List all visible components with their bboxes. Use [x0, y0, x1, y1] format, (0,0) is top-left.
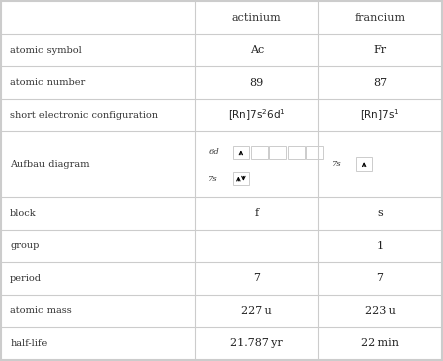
FancyBboxPatch shape: [288, 145, 305, 159]
FancyBboxPatch shape: [233, 145, 249, 159]
FancyBboxPatch shape: [233, 172, 249, 186]
Text: half-life: half-life: [10, 339, 47, 348]
Text: 87: 87: [373, 78, 387, 88]
Text: 22 min: 22 min: [361, 338, 399, 348]
Text: 6d: 6d: [208, 148, 219, 156]
Text: francium: francium: [354, 13, 405, 23]
Text: f: f: [255, 208, 259, 218]
Text: 227 u: 227 u: [241, 306, 272, 316]
Text: Aufbau diagram: Aufbau diagram: [10, 160, 89, 169]
Text: 223 u: 223 u: [365, 306, 396, 316]
Text: $\rm [Rn]7s^{2}6d^{1}$: $\rm [Rn]7s^{2}6d^{1}$: [228, 108, 286, 123]
Text: 89: 89: [249, 78, 264, 88]
FancyBboxPatch shape: [251, 145, 268, 159]
Text: period: period: [10, 274, 42, 283]
Text: 7: 7: [253, 273, 260, 283]
Text: Fr: Fr: [373, 45, 387, 55]
Text: Ac: Ac: [249, 45, 264, 55]
FancyBboxPatch shape: [356, 157, 373, 171]
Text: 21.787 yr: 21.787 yr: [230, 338, 283, 348]
Text: short electronic configuration: short electronic configuration: [10, 111, 158, 120]
Text: atomic symbol: atomic symbol: [10, 46, 82, 55]
FancyBboxPatch shape: [269, 145, 286, 159]
Text: 1: 1: [377, 241, 384, 251]
Text: atomic mass: atomic mass: [10, 306, 72, 315]
Text: s: s: [377, 208, 383, 218]
Text: 7s: 7s: [208, 175, 218, 183]
Text: block: block: [10, 209, 37, 218]
Text: $\rm [Rn]7s^{1}$: $\rm [Rn]7s^{1}$: [360, 108, 400, 123]
Text: 7: 7: [377, 273, 384, 283]
Text: group: group: [10, 241, 39, 250]
Text: actinium: actinium: [232, 13, 282, 23]
Text: atomic number: atomic number: [10, 78, 85, 87]
FancyBboxPatch shape: [307, 145, 323, 159]
Text: 7s: 7s: [331, 160, 341, 168]
